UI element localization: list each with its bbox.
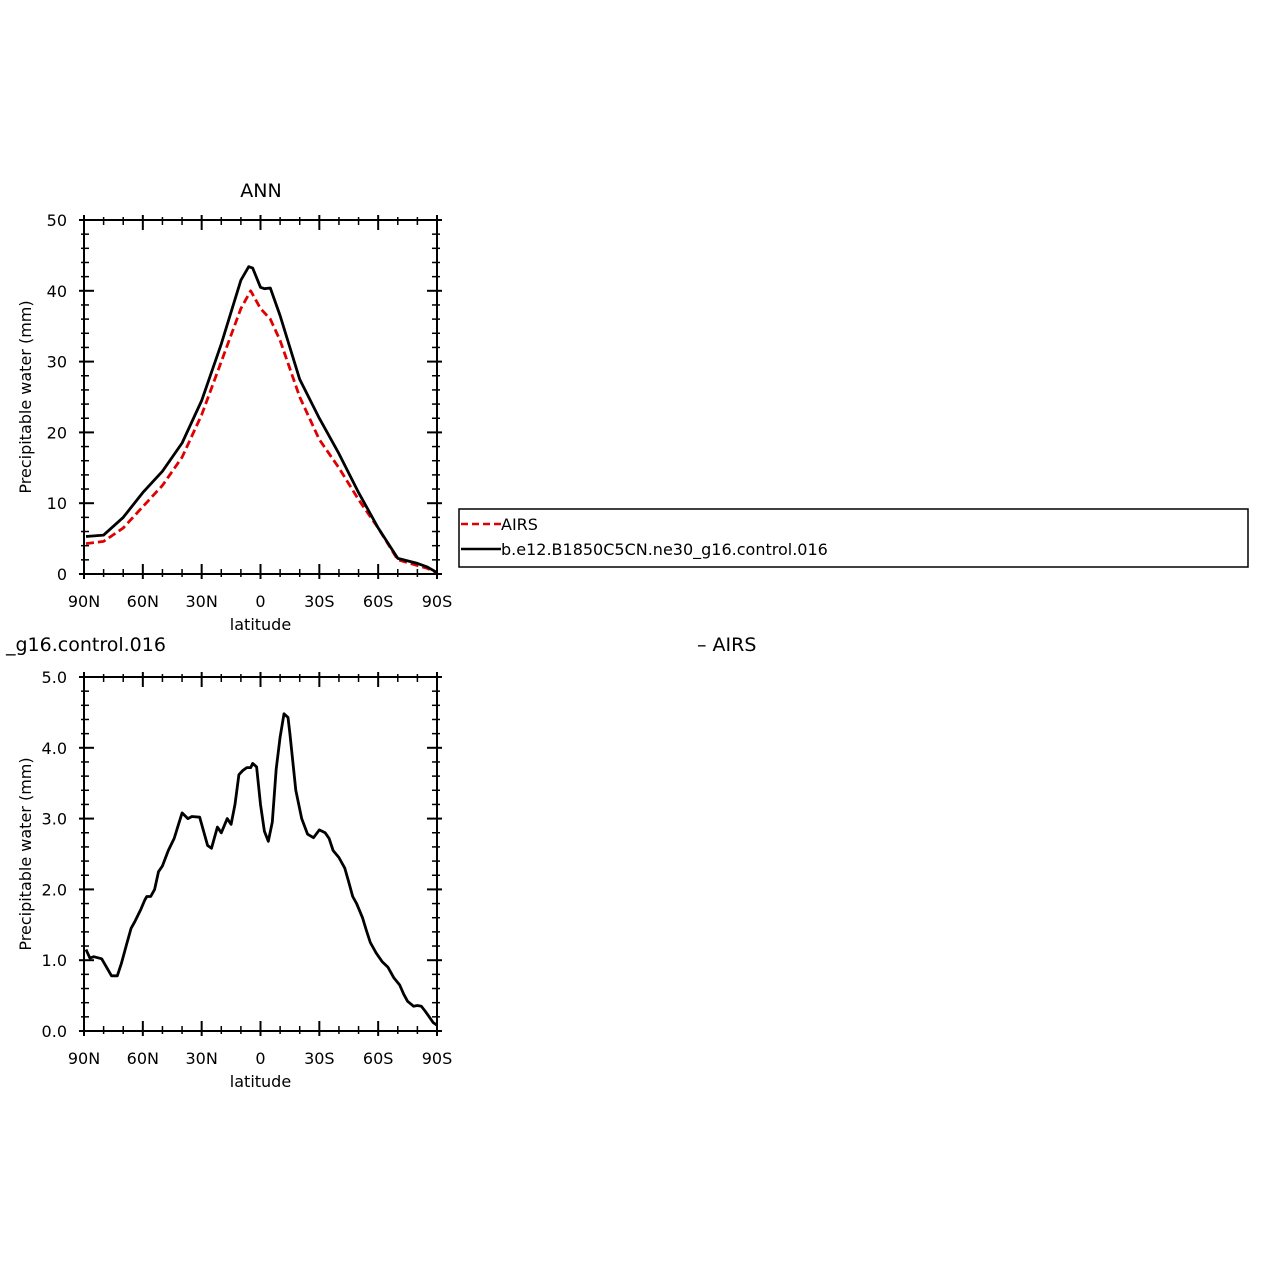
top-ytick-label: 10 [47,494,67,513]
top-panel-title: ANN [240,180,281,202]
bottom-panel: _g16.control.016 – AIRS 90N 60N 30N 0 30S 60S… [5,634,756,1091]
top-xtick-label: 90N [68,592,100,611]
bottom-frame [83,676,438,1032]
top-panel: ANN 90N 60N 30N 0 30S 60S 90S 0 10 20 30 40 50 latitu… [16,180,452,634]
bottom-panel-title-right: – AIRS [697,634,756,656]
top-xtick-label: 60S [363,592,394,611]
top-series-line-0 [85,289,438,574]
top-ytick-label: 50 [47,211,67,230]
legend-box [458,508,1249,568]
top-ytick-label: 40 [47,282,67,301]
top-ytick-label: 30 [47,353,67,372]
top-xtick-label: 60N [127,592,159,611]
top-plot-area: 90N 60N 30N 0 30S 60S 90S 0 10 20 30 40 50 latitude Pr… [16,211,452,634]
bottom-plot-area: 90N 60N 30N 0 30S 60S 90S 0.0 1.0 2.0 3.0 4.0 5.0 lat… [16,668,452,1091]
top-xtick-label: 0 [255,592,265,611]
legend: AIRS b.e12.B1850C5CN.ne30_g16.control.01… [458,508,1249,568]
bottom-xtick-label: 30S [304,1049,335,1068]
legend-label-airs: AIRS [501,515,538,534]
bottom-series-line-0 [84,712,438,1027]
bottom-xtick-label: 90N [68,1049,100,1068]
top-ylabel: Precipitable water (mm) [16,300,35,493]
bottom-ytick-label: 2.0 [42,880,67,899]
bottom-ytick-label: 3.0 [42,810,67,829]
bottom-xtick-label: 60N [127,1049,159,1068]
bottom-ytick-label: 1.0 [42,951,67,970]
bottom-xtick-label: 0 [255,1049,265,1068]
bottom-xtick-label: 60S [363,1049,394,1068]
top-series-line-1 [85,265,438,574]
top-xtick-label: 90S [422,592,453,611]
bottom-xlabel: latitude [230,1072,291,1091]
top-xlabel: latitude [230,615,291,634]
bottom-xtick-label: 30N [186,1049,218,1068]
top-frame [83,219,438,575]
bottom-panel-title-left: _g16.control.016 [5,634,166,656]
top-xtick-label: 30S [304,592,335,611]
bottom-ytick-label: 4.0 [42,739,67,758]
legend-label-model: b.e12.B1850C5CN.ne30_g16.control.016 [501,540,828,560]
bottom-ytick-label: 0.0 [42,1022,67,1041]
top-ytick-label: 20 [47,423,67,442]
bottom-xtick-label: 90S [422,1049,453,1068]
bottom-ylabel: Precipitable water (mm) [16,757,35,950]
top-ytick-label: 0 [57,565,67,584]
top-xtick-label: 30N [186,592,218,611]
bottom-ytick-label: 5.0 [42,668,67,687]
